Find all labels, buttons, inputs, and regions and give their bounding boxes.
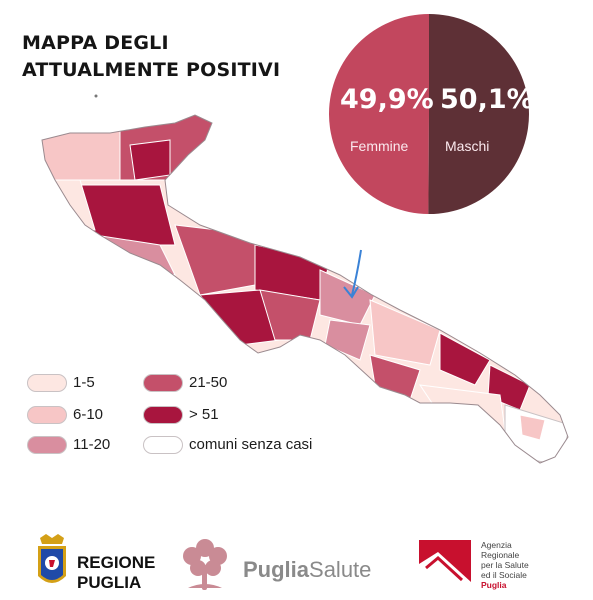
femmine-label: Femmine (350, 138, 409, 154)
maschi-percent: 50,1% (440, 84, 534, 115)
aress-logo-icon (419, 540, 471, 592)
aress-line-1: Agenzia (481, 540, 512, 550)
pie-svg (329, 14, 529, 214)
pie-slice-femmine (329, 14, 429, 214)
puglia-salute-part1: Puglia (243, 557, 310, 582)
aress-line-5: Puglia (481, 580, 507, 590)
regione-line-1: REGIONE (77, 553, 156, 572)
puglia-salute-name: PugliaSalute (243, 557, 371, 583)
regione-puglia-crest-icon (38, 534, 66, 583)
pie-slice-maschi (428, 14, 529, 214)
aress-line-2: Regionale (481, 550, 520, 560)
maschi-label: Maschi (445, 138, 490, 154)
map-title: MAPPA DEGLI ATTUALMENTE POSITIVI (22, 30, 280, 84)
footer-logos (38, 534, 471, 592)
aress-line-4: ed il Sociale (481, 570, 527, 580)
title-line-1: MAPPA DEGLI (22, 32, 169, 54)
regione-line-2: PUGLIA (77, 573, 142, 592)
title-line-2: ATTUALMENTE POSITIVI (22, 59, 281, 81)
gender-pie-chart (329, 14, 529, 214)
femmine-percent: 49,9% (340, 84, 434, 115)
puglia-choropleth-map (41, 94, 569, 464)
puglia-outline (41, 114, 569, 464)
aress-description: Agenzia Regionale per la Salute ed il So… (481, 540, 529, 590)
puglia-salute-tree-icon (183, 539, 227, 590)
regione-puglia-name: REGIONE PUGLIA (77, 553, 155, 593)
blue-arrow-marker (343, 249, 362, 299)
tremiti-islands (94, 94, 98, 98)
puglia-salute-part2: Salute (309, 557, 372, 582)
map-municipalities (42, 115, 568, 463)
aress-logo-text: AReSS (422, 586, 456, 597)
aress-line-3: per la Salute (481, 560, 529, 570)
